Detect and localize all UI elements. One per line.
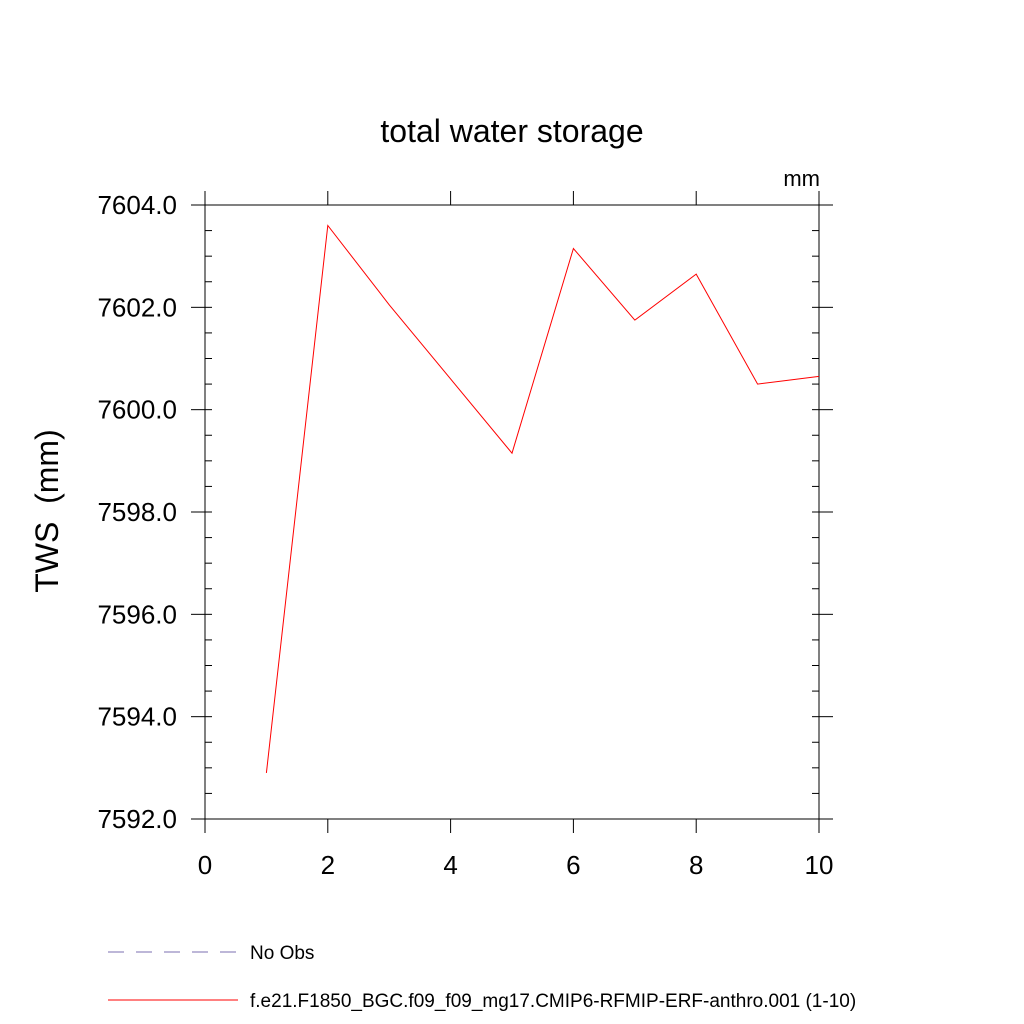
y-tick-label: 7604.0 [97, 190, 177, 220]
axis-ticks: 0 2 4 6 8 10 7592.0 7594.0 7596.0 7598.0 7600.0 760… [97, 190, 833, 880]
units-label: mm [783, 166, 820, 191]
y-tick-label: 7598.0 [97, 497, 177, 527]
x-tick-label: 2 [321, 850, 335, 880]
x-tick-label: 0 [198, 850, 212, 880]
legend-label: f.e21.F1850_BGC.f09_f09_mg17.CMIP6-RFMIP… [250, 991, 856, 1012]
plot-frame [204, 204, 820, 820]
x-tick-label: 8 [689, 850, 703, 880]
y-tick-label: 7602.0 [97, 292, 177, 322]
legend: No Obs f.e21.F1850_BGC.f09_f09_mg17.CMIP6… [108, 943, 856, 1012]
series-layer [265, 224, 820, 774]
y-tick-label: 7596.0 [97, 599, 177, 629]
series-line-1 [265, 224, 820, 774]
y-tick-label: 7600.0 [97, 395, 177, 425]
legend-label: No Obs [250, 943, 314, 964]
x-tick-label: 10 [805, 850, 834, 880]
y-axis-label: TWS (mm) [29, 429, 65, 593]
chart-title: total water storage [380, 113, 643, 149]
x-tick-label: 4 [443, 850, 457, 880]
y-tick-label: 7592.0 [97, 804, 177, 834]
y-tick-label: 7594.0 [97, 702, 177, 732]
x-tick-label: 6 [566, 850, 580, 880]
